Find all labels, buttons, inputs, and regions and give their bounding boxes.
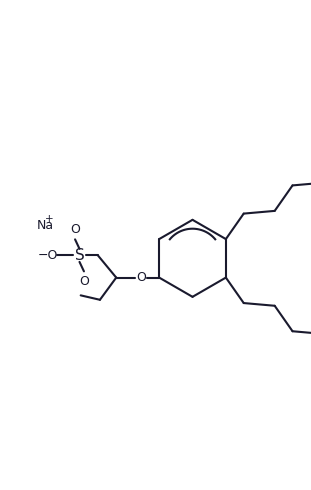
Text: O: O (70, 223, 80, 236)
Text: −O: −O (38, 249, 58, 262)
Text: O: O (79, 274, 89, 288)
Text: Na: Na (37, 219, 54, 232)
Text: O: O (137, 271, 146, 284)
Text: S: S (75, 248, 84, 263)
Text: +: + (45, 214, 53, 224)
